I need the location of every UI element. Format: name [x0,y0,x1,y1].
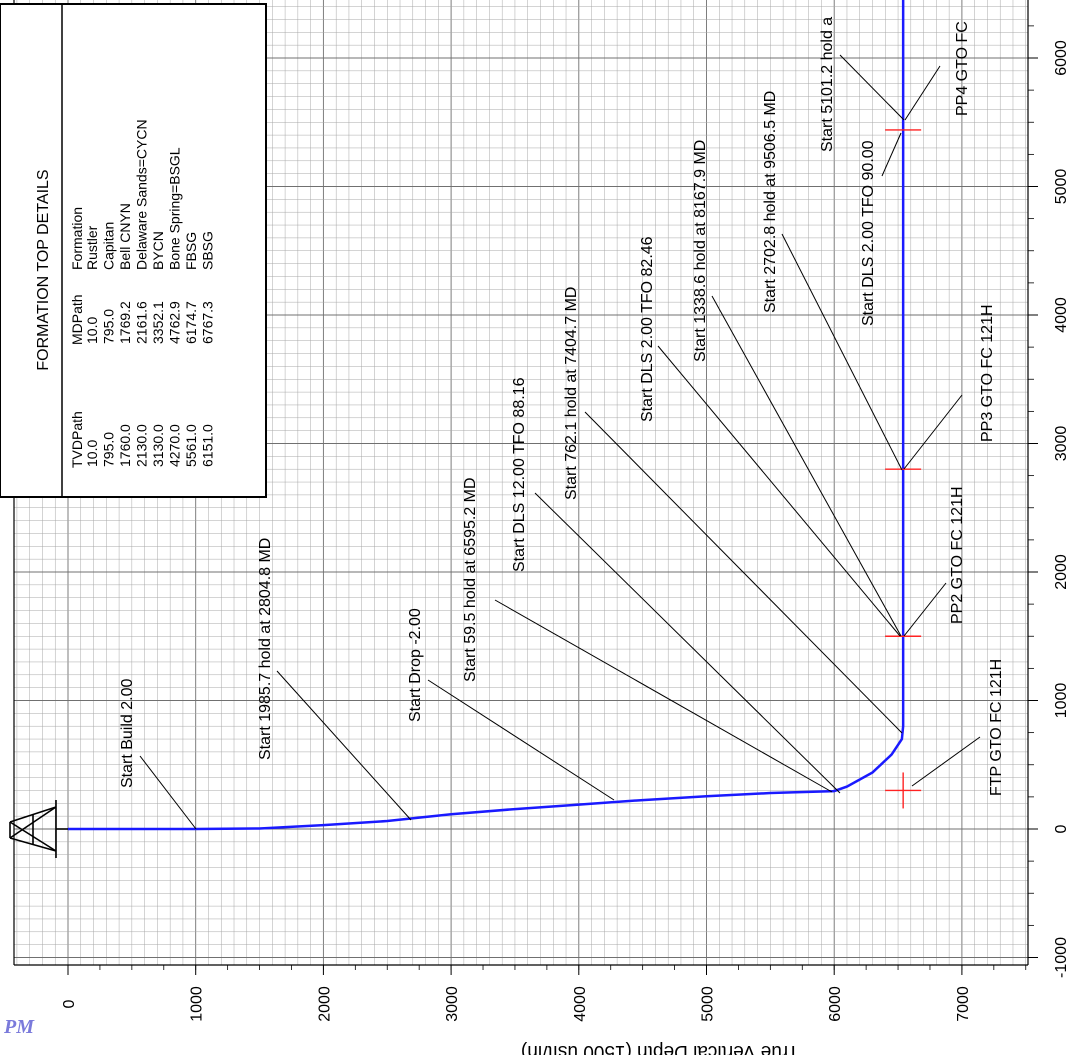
target-markers [885,129,922,809]
formation-table-cell: 4762.9 [167,301,183,344]
formation-table-cell: 5561.0 [183,424,199,467]
x-axis-tick-label: 7000 [955,986,972,1022]
x-axis-tick-label: 6000 [827,986,844,1022]
label-start-build: Start Build 2.00 [119,679,136,789]
label-start-hold-59: Start 59.5 hold at 6595.2 MD [462,477,479,682]
formation-table-header: MDPath [69,294,85,345]
label-start-dls-12: Start DLS 12.00 TFO 88.16 [511,377,528,572]
label-start-hold-2702: Start 2702.8 hold at 9506.5 MD [762,91,779,313]
annotation-labels: Start Build 2.00 Start 1985.7 hold at 28… [119,17,1005,796]
formation-table-rows: TVDPath MDPath Formation 10.0 10.0 Rustler 795… [69,119,216,468]
drilling-rig-icon [9,800,68,858]
plot-axes: 0 1000 2000 3000 4000 5000 6000 7000 -1000 0 1000… [13,0,1070,1022]
formation-table-header: TVDPath [69,411,85,468]
formation-table-cell: Bone Spring=BSGL [167,147,183,270]
formation-table-cell: Bell CNYN [117,203,133,270]
formation-table-cell: 3352.1 [150,301,166,344]
formation-table-cell: Delaware Sands=CYCN [134,119,150,270]
formation-table-cell: Capitan [101,222,117,270]
formation-table-cell: 3130.0 [150,424,166,467]
x-axis-tick-label: 3000 [444,986,461,1022]
label-ftp: FTP GTO FC 121H [988,659,1005,796]
formation-table-cell: Rustler [84,225,100,270]
formation-table-header: Formation [69,207,85,270]
y-axis-tick-label: 3000 [1053,426,1070,462]
y-axis-tick-label: -1000 [1053,937,1070,978]
label-pp2: PP2 GTO FC 121H [949,486,966,624]
label-pp4: PP4 GTO FC [954,21,971,116]
formation-table-title: FORMATION TOP DETAILS [35,169,52,370]
formation-table-cell: 2161.6 [134,301,150,344]
formation-table-cell: BYCN [150,231,166,270]
formation-table-cell: FBSG [183,232,199,270]
formation-table-cell: 10.0 [84,317,100,344]
x-axis-tick-label: 5000 [700,986,717,1022]
x-axis-ticks: 0 1000 2000 3000 4000 5000 6000 7000 [61,965,1027,1022]
label-start-drop: Start Drop -2.00 [407,608,424,722]
label-start-dls-2-90: Start DLS 2.00 TFO 90.00 [860,140,877,326]
y-axis-tick-label: 0 [1053,824,1070,833]
formation-table-border [0,3,267,498]
formation-table-cell: 2130.0 [134,424,150,467]
y-axis-tick-label: 2000 [1053,554,1070,590]
x-axis-tick-label: 0 [61,999,78,1008]
y-axis-tick-label: 4000 [1053,297,1070,333]
x-axis-tick-label: 4000 [572,986,589,1022]
y-axis-tick-label: 6000 [1053,40,1070,76]
label-pp3: PP3 GTO FC 121H [979,304,996,442]
formation-table-cell: 795.0 [101,432,117,467]
formation-table-cell: 6174.7 [183,301,199,344]
y-axis-tick-label: 1000 [1053,683,1070,719]
annotation-leaders [139,54,981,830]
wellbore-path [68,0,905,831]
label-start-dls-2-8246: Start DLS 2.00 TFO 82.46 [639,236,656,422]
formation-table-cell: 6767.3 [200,301,216,344]
formation-table-cell: 1769.2 [117,301,133,344]
formation-table-cell: 795.0 [101,309,117,344]
x-axis-tick-label: 2000 [316,986,333,1022]
formation-table-cell: 6151.0 [200,424,216,467]
y-axis-tick-label: 5000 [1053,169,1070,205]
label-start-hold-5101: Start 5101.2 hold a [819,17,836,152]
label-start-hold-1985: Start 1985.7 hold at 2804.8 MD [257,538,274,760]
formation-table-cell: 10.0 [84,440,100,467]
label-start-hold-762: Start 762.1 hold at 7404.7 MD [563,287,580,500]
formation-table-cell: 1760.0 [117,424,133,467]
formation-table-cell: 4270.0 [167,424,183,467]
formation-table: FORMATION TOP DETAILS TVDPath MDPath Forma… [0,3,267,498]
y-axis-ticks: -1000 0 1000 2000 3000 4000 5000 6000 [1028,25,1070,978]
label-start-hold-1338: Start 1338.6 hold at 8167.9 MD [692,140,709,362]
corner-label: PM [4,1016,34,1038]
x-axis-title: True Vertical Depth (1500 usft/in) [521,1041,799,1055]
x-axis-tick-label: 1000 [189,986,206,1022]
formation-table-cell: SBSG [200,231,216,270]
